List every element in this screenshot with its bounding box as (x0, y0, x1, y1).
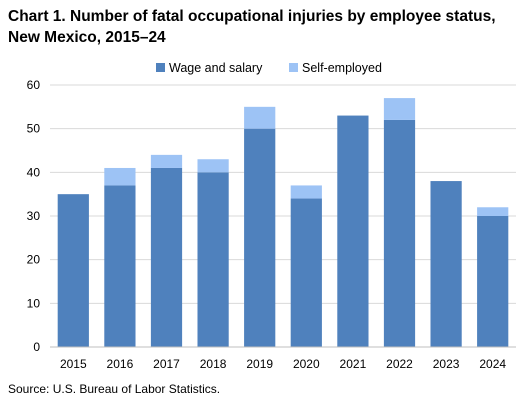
x-axis: 2015 2016 2017 2018 2019 2020 2021 2022 2023 2024 (50, 346, 516, 371)
bar-wage-2018 (197, 172, 229, 347)
bar-wage-2017 (150, 167, 183, 347)
bar-self-2020 (290, 185, 322, 199)
x-tick-label-2018: 2018 (200, 357, 227, 371)
bars (57, 98, 509, 347)
legend-label-wage: Wage and salary (169, 61, 263, 75)
y-tick-label-0: 0 (33, 340, 40, 354)
bar-wage-2024 (477, 216, 509, 347)
bar-wage-2020 (290, 198, 322, 347)
y-tick-label-30: 30 (27, 209, 41, 223)
y-tick-label-40: 40 (27, 165, 41, 179)
bar-wage-2023 (430, 181, 462, 347)
y-tick-label-20: 20 (27, 253, 41, 267)
x-tick-label-2019: 2019 (246, 357, 273, 371)
legend-swatch-wage (156, 63, 165, 72)
bar-wage-2021 (337, 115, 369, 347)
source-note: Source: U.S. Bureau of Labor Statistics. (8, 382, 221, 396)
bar-wage-2016 (104, 185, 136, 347)
legend-swatch-self (289, 63, 298, 72)
y-tick-label-10: 10 (27, 296, 41, 310)
chart-title-line-2: New Mexico, 2015–24 (8, 29, 166, 46)
x-tick-label-2016: 2016 (107, 357, 134, 371)
x-tick-label-2024: 2024 (479, 357, 506, 371)
bar-self-2019 (244, 106, 276, 129)
bar-self-2018 (197, 159, 229, 173)
legend-label-self: Self-employed (302, 61, 382, 75)
y-tick-label-50: 50 (27, 122, 41, 136)
x-tick-label-2021: 2021 (340, 357, 367, 371)
x-tick-label-2020: 2020 (293, 357, 320, 371)
x-tick-label-2017: 2017 (153, 357, 180, 371)
y-tick-label-60: 60 (27, 78, 41, 92)
chart-title: Chart 1. Number of fatal occupational in… (8, 6, 518, 48)
bar-wage-2019 (244, 128, 276, 347)
x-tick-label-2015: 2015 (60, 357, 87, 371)
bar-wage-2015 (57, 194, 89, 347)
legend: Wage and salary Self-employed (156, 61, 382, 75)
chart-title-line-1: Chart 1. Number of fatal occupational in… (8, 8, 496, 25)
y-axis: 0 10 20 30 40 50 60 (27, 78, 41, 354)
bar-self-2022 (383, 98, 416, 120)
x-tick-label-2023: 2023 (433, 357, 460, 371)
bar-self-2016 (104, 167, 136, 186)
bar-wage-2022 (383, 119, 416, 347)
bar-self-2017 (150, 154, 183, 168)
bar-self-2024 (477, 207, 509, 216)
x-tick-label-2022: 2022 (386, 357, 413, 371)
